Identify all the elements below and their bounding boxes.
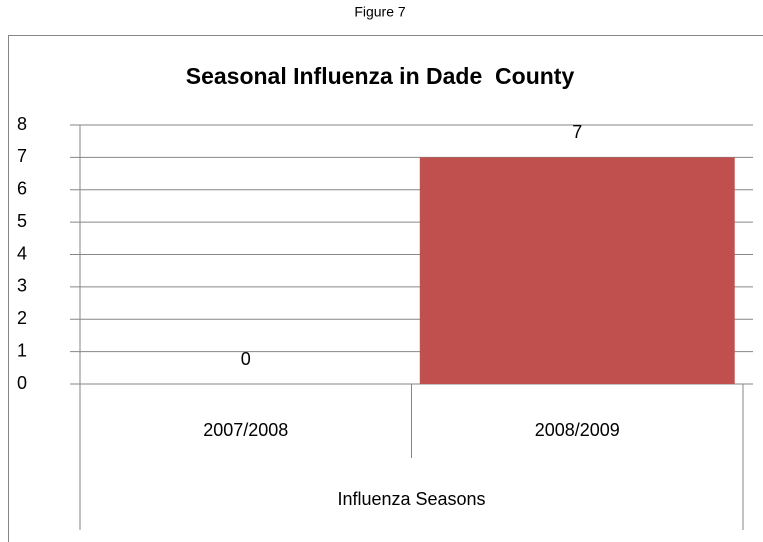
y-tick-label: 5	[17, 211, 27, 231]
frame	[8, 35, 763, 542]
x-axis-title: Influenza Seasons	[337, 489, 485, 509]
figure-label: Figure 7	[354, 4, 406, 20]
chart-title: Seasonal Influenza in Dade County	[186, 63, 575, 89]
y-tick-label: 2	[17, 308, 27, 328]
y-tick-label: 0	[17, 373, 27, 393]
y-tick-label: 4	[17, 243, 27, 263]
bar	[419, 157, 735, 384]
x-tick-label: 2007/2008	[203, 420, 288, 440]
y-tick-label: 6	[17, 179, 27, 199]
data-label: 0	[241, 349, 251, 369]
y-tick-label: 7	[17, 146, 27, 166]
y-tick-label: 8	[17, 114, 27, 134]
data-label: 7	[572, 122, 582, 142]
y-tick-label: 1	[17, 340, 27, 360]
y-tick-label: 3	[17, 276, 27, 296]
x-tick-label: 2008/2009	[535, 420, 620, 440]
